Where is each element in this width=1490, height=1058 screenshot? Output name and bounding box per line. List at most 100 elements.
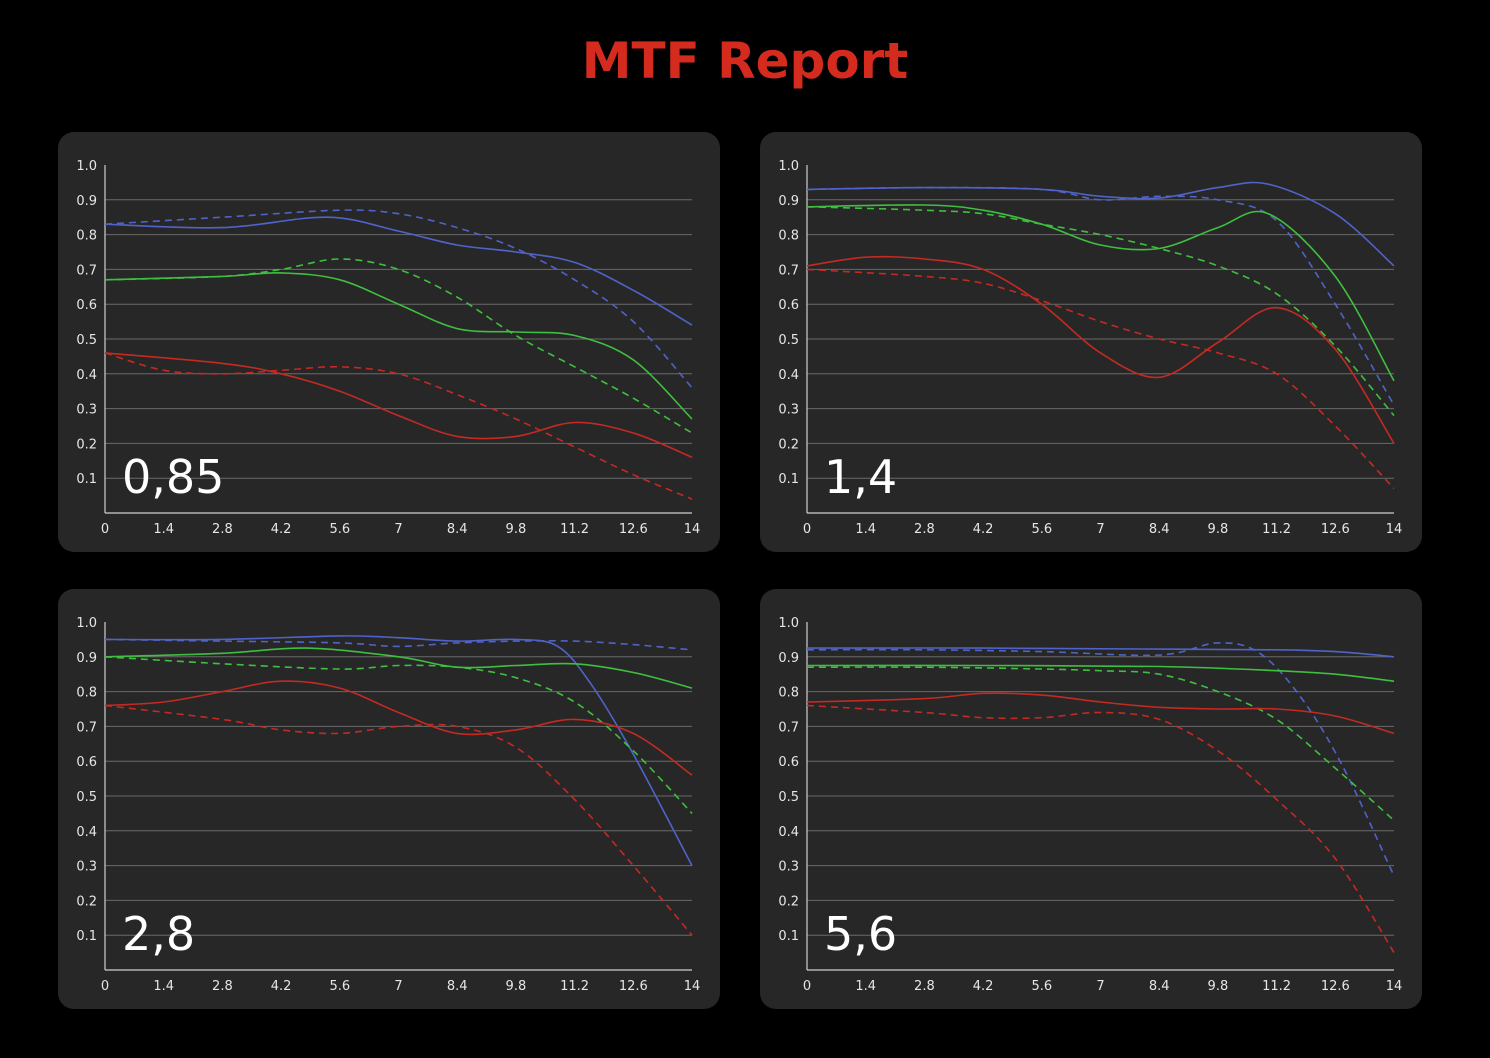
series-green-solid: [806, 664, 1395, 682]
mtf-chart-panel-2-8: 0.1 0.2 0.3 0.4 0.5 0.6 0.7 0.8 0.9 1.0 0 1.4 2.8 4.2…: [58, 589, 720, 1009]
x-tick-label: 1.4: [153, 522, 174, 537]
x-tick-label: 4.2: [271, 522, 292, 537]
mtf-chart-panel-0-85: 0.1 0.2 0.3 0.4 0.5 0.6 0.7 0.8 0.9 1.0 0 1.4 2.8 4.2…: [58, 132, 720, 552]
x-tick-label: 12.6: [619, 522, 648, 537]
y-tick-label: 0.9: [76, 194, 97, 209]
series-blue-dashed: [104, 209, 693, 389]
x-tick-label: 1.4: [855, 979, 876, 994]
y-tick-label: 0.4: [778, 825, 799, 840]
mtf-chart-0-85: 0.1 0.2 0.3 0.4 0.5 0.6 0.7 0.8 0.9 1.0 0 1.4 2.8 4.2…: [76, 159, 701, 537]
y-tick-label: 0.7: [76, 720, 97, 735]
x-tick-label: 4.2: [973, 522, 994, 537]
x-tick-label: 8.4: [447, 522, 468, 537]
x-tick-label: 0: [101, 979, 109, 994]
x-tick-label: 14: [684, 522, 701, 537]
x-tick-label: 14: [1386, 522, 1403, 537]
y-tick-label: 0.2: [76, 437, 97, 452]
x-tick-label: 4.2: [271, 979, 292, 994]
x-tick-label: 1.4: [855, 522, 876, 537]
x-tick-label: 14: [684, 979, 701, 994]
y-tick-label: 0.7: [778, 720, 799, 735]
x-tick-label: 7: [1096, 522, 1104, 537]
y-tick-label: 0.9: [778, 194, 799, 209]
series-blue-dashed: [806, 642, 1395, 877]
series-red-dashed: [806, 704, 1395, 954]
x-tick-label: 2.8: [914, 979, 935, 994]
y-tick-label: 1.0: [76, 616, 97, 631]
y-tick-label: 0.5: [778, 790, 799, 805]
x-tick-label: 11.2: [1262, 979, 1291, 994]
series-green-dashed: [806, 206, 1395, 417]
x-tick-label: 8.4: [1149, 979, 1170, 994]
series-red-solid: [806, 255, 1395, 444]
y-tick-label: 0.2: [778, 894, 799, 909]
y-tick-label: 0.4: [778, 368, 799, 383]
y-tick-label: 0.3: [76, 403, 97, 418]
y-tick-label: 0.2: [76, 894, 97, 909]
x-tick-label: 0: [803, 522, 811, 537]
y-tick-label: 0.3: [778, 860, 799, 875]
series-red-dashed: [104, 352, 693, 500]
y-tick-label: 0.6: [76, 755, 97, 770]
x-tick-label: 9.8: [1208, 522, 1229, 537]
series-red-dashed: [104, 704, 693, 936]
y-tick-label: 0.4: [76, 825, 97, 840]
series-red-dashed: [806, 268, 1395, 490]
x-tick-label: 1.4: [153, 979, 174, 994]
series-blue-dashed: [104, 638, 693, 651]
x-tick-label: 11.2: [560, 522, 589, 537]
y-tick-label: 0.2: [778, 437, 799, 452]
series-green-dashed: [806, 666, 1395, 821]
y-tick-label: 0.1: [76, 472, 97, 487]
x-tick-label: 9.8: [1208, 979, 1229, 994]
x-tick-label: 14: [1386, 979, 1403, 994]
aperture-label: 5,6: [824, 907, 897, 961]
y-tick-label: 0.9: [76, 651, 97, 666]
x-tick-label: 11.2: [1262, 522, 1291, 537]
x-tick-label: 12.6: [1321, 979, 1350, 994]
series-green-solid: [104, 647, 693, 689]
x-tick-label: 2.8: [914, 522, 935, 537]
y-tick-label: 0.1: [778, 472, 799, 487]
y-tick-label: 0.1: [778, 929, 799, 944]
y-tick-label: 0.1: [76, 929, 97, 944]
x-tick-label: 5.6: [1031, 979, 1052, 994]
series-green-solid: [806, 204, 1395, 382]
y-tick-label: 1.0: [76, 159, 97, 174]
y-tick-label: 0.8: [76, 229, 97, 244]
aperture-label: 2,8: [122, 907, 195, 961]
mtf-chart-5-6: 0.1 0.2 0.3 0.4 0.5 0.6 0.7 0.8 0.9 1.0 0 1.4 2.8 4.2…: [778, 616, 1403, 994]
aperture-label: 0,85: [122, 450, 224, 504]
x-tick-label: 8.4: [447, 979, 468, 994]
series-blue-solid: [104, 216, 693, 326]
x-tick-label: 12.6: [1321, 522, 1350, 537]
y-tick-label: 0.7: [76, 263, 97, 278]
series-green-dashed: [104, 258, 693, 434]
mtf-chart-panel-1-4: 0.1 0.2 0.3 0.4 0.5 0.6 0.7 0.8 0.9 1.0 0 1.4 2.8 4.2…: [760, 132, 1422, 552]
y-tick-label: 0.6: [778, 298, 799, 313]
y-tick-label: 0.6: [76, 298, 97, 313]
series-blue-solid: [806, 181, 1395, 267]
x-tick-label: 12.6: [619, 979, 648, 994]
y-tick-label: 0.4: [76, 368, 97, 383]
aperture-label: 1,4: [824, 450, 897, 504]
x-tick-label: 11.2: [560, 979, 589, 994]
x-tick-label: 7: [394, 522, 402, 537]
series-green-solid: [104, 272, 693, 420]
y-tick-label: 0.5: [76, 333, 97, 348]
x-tick-label: 2.8: [212, 979, 233, 994]
series-blue-dashed: [806, 186, 1395, 406]
x-tick-label: 9.8: [506, 522, 527, 537]
y-tick-label: 0.8: [778, 229, 799, 244]
x-tick-label: 7: [394, 979, 402, 994]
series-red-solid: [104, 352, 693, 459]
series-green-dashed: [104, 656, 693, 814]
x-tick-label: 4.2: [973, 979, 994, 994]
y-tick-label: 0.5: [778, 333, 799, 348]
mtf-chart-panel-5-6: 0.1 0.2 0.3 0.4 0.5 0.6 0.7 0.8 0.9 1.0 0 1.4 2.8 4.2…: [760, 589, 1422, 1009]
x-tick-label: 2.8: [212, 522, 233, 537]
y-tick-label: 1.0: [778, 159, 799, 174]
x-tick-label: 5.6: [1031, 522, 1052, 537]
x-tick-label: 0: [803, 979, 811, 994]
mtf-chart-2-8: 0.1 0.2 0.3 0.4 0.5 0.6 0.7 0.8 0.9 1.0 0 1.4 2.8 4.2…: [76, 616, 701, 994]
